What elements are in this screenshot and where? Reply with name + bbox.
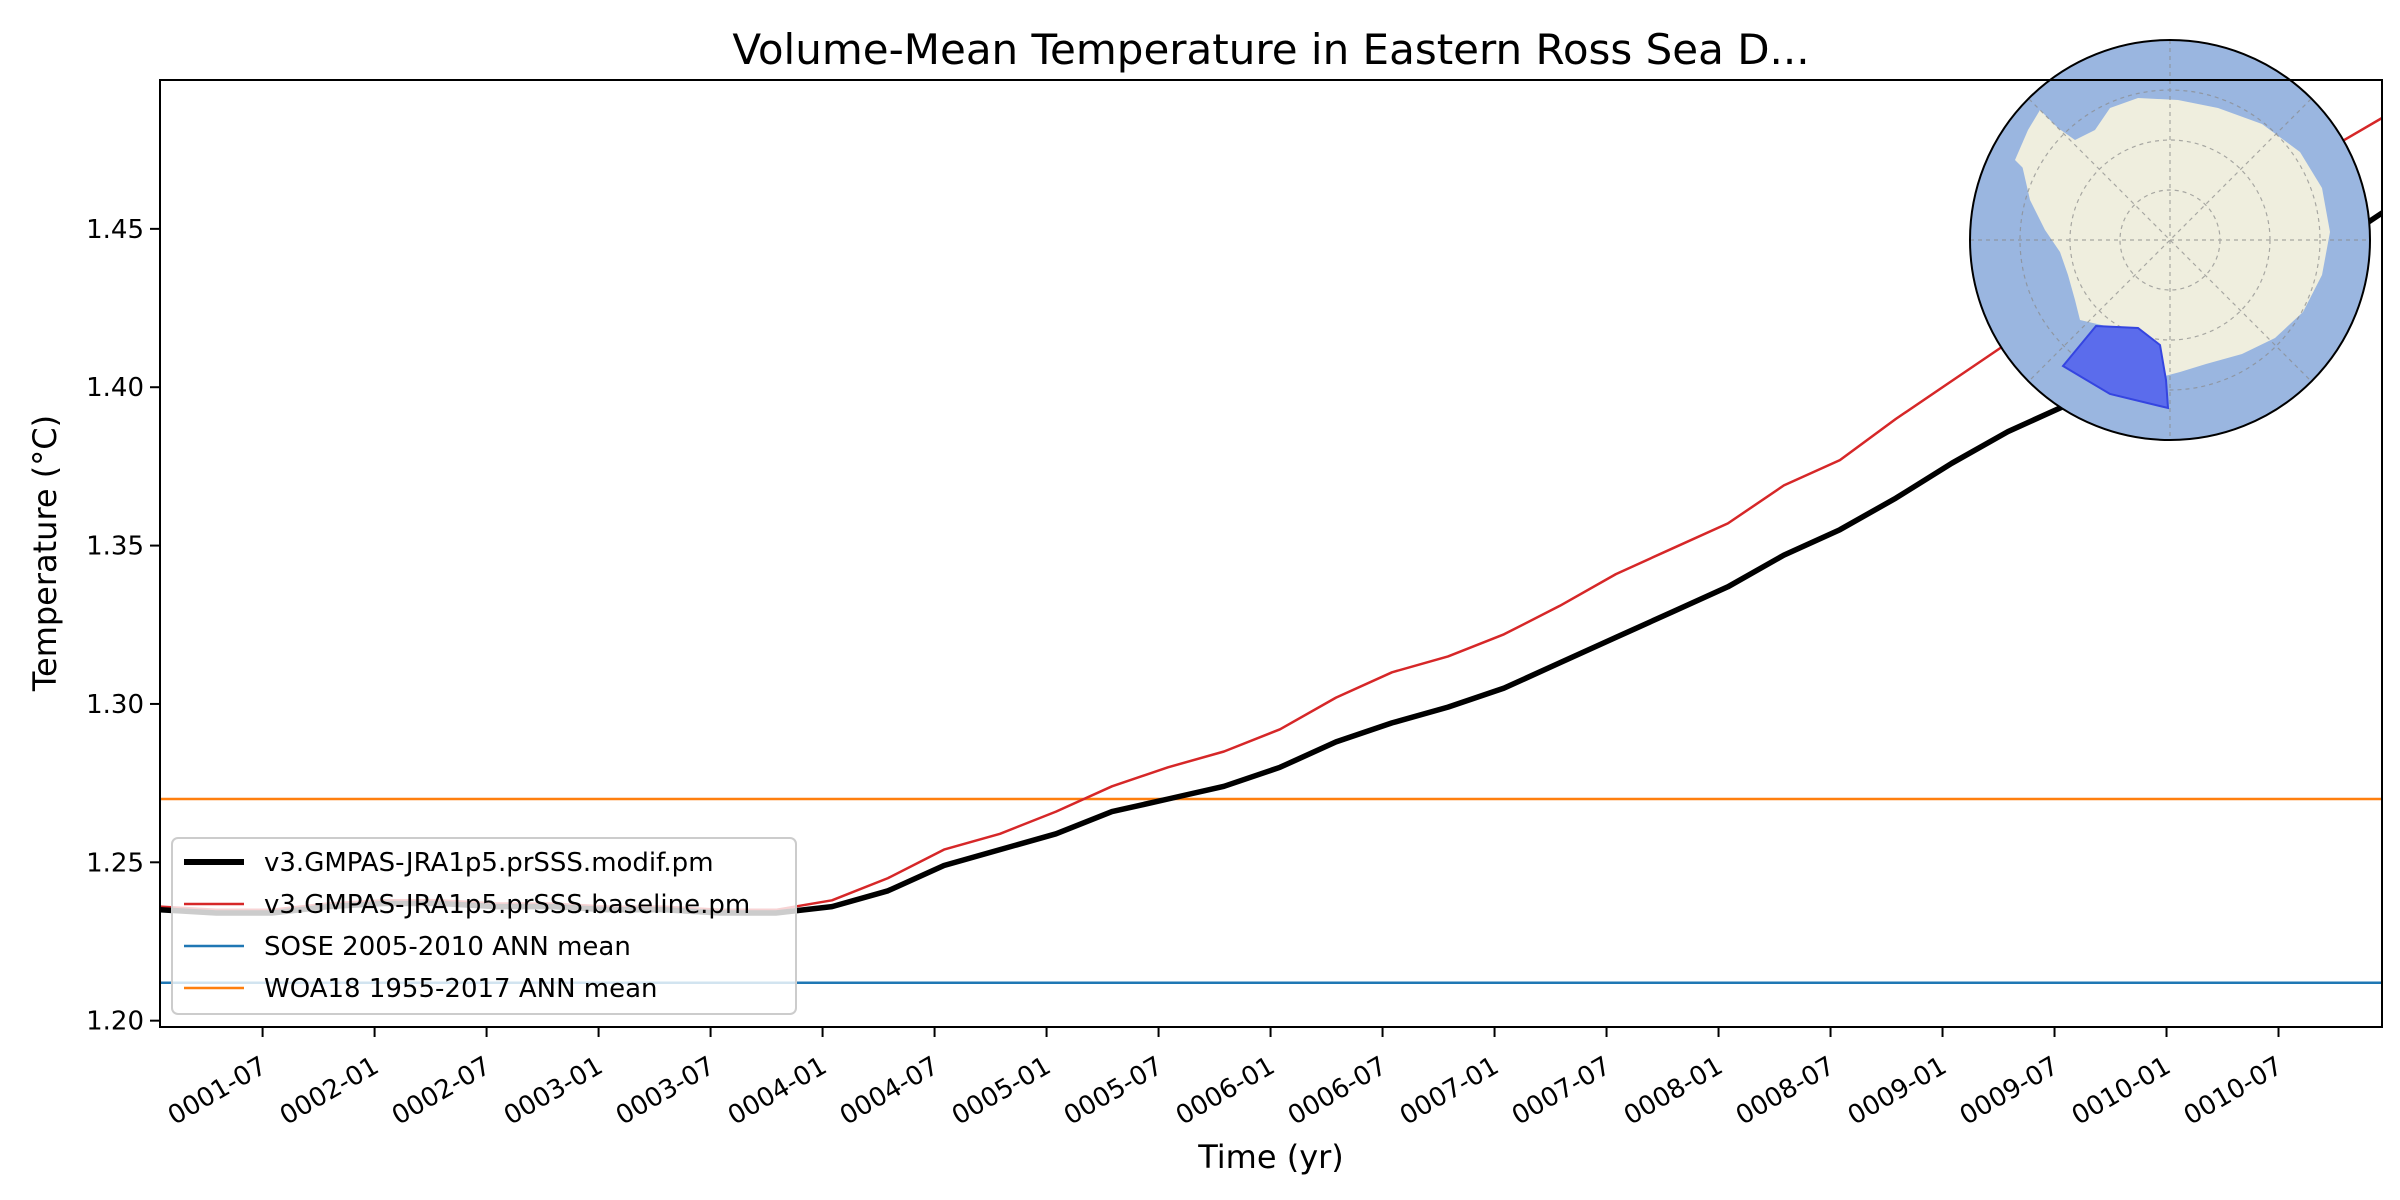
legend-label-modif: v3.GMPAS-JRA1p5.prSSS.modif.pm: [264, 848, 714, 878]
x-tick-label: 0002-07: [387, 1051, 496, 1131]
y-tick-label: 1.30: [86, 690, 144, 720]
map-ross-sea-region: [2061, 324, 2170, 410]
legend-label-woa: WOA18 1955-2017 ANN mean: [264, 974, 658, 1004]
y-tick-label: 1.20: [86, 1007, 144, 1037]
x-tick-label: 0007-01: [1395, 1051, 1504, 1131]
x-tick-label: 0004-01: [723, 1051, 832, 1131]
map-border: [1969, 39, 2371, 441]
y-tick-label: 1.25: [86, 848, 144, 878]
map-peninsula: [2015, 110, 2045, 175]
legend-label-baseline: v3.GMPAS-JRA1p5.prSSS.baseline.pm: [264, 890, 750, 920]
legend-box: [171, 837, 797, 1015]
legend: v3.GMPAS-JRA1p5.prSSS.modif.pm v3.GMPAS-…: [171, 837, 797, 1015]
x-tick-label: 0009-01: [1843, 1051, 1952, 1131]
x-tick-label: 0005-07: [1059, 1051, 1168, 1131]
x-tick-label: 0008-07: [1731, 1051, 1840, 1131]
x-tick-label: 0006-01: [1171, 1051, 1280, 1131]
x-tick-label: 0003-07: [611, 1051, 720, 1131]
x-tick-label: 0009-07: [1955, 1051, 2064, 1131]
plot-frame: [159, 79, 2383, 1028]
x-tick-label: 0005-01: [947, 1051, 1056, 1131]
x-tick-label: 0004-07: [835, 1051, 944, 1131]
legend-label-sose: SOSE 2005-2010 ANN mean: [264, 932, 631, 962]
chart-title: Volume-Mean Temperature in Eastern Ross …: [732, 25, 1809, 74]
x-tick-label: 0006-07: [1283, 1051, 1392, 1131]
inset-map: [1969, 39, 2371, 441]
map-antarctica-land: [2022, 98, 2330, 376]
x-tick-label: 0010-07: [2179, 1051, 2288, 1131]
x-tick-label: 0010-01: [2067, 1051, 2176, 1131]
y-axis-label: Temperature (°C): [26, 415, 64, 692]
x-tick-label: 0001-07: [163, 1051, 272, 1131]
x-tick-label: 0008-01: [1619, 1051, 1728, 1131]
x-tick-label: 0007-07: [1507, 1051, 1616, 1131]
x-tick-label: 0002-01: [275, 1051, 384, 1131]
y-tick-label: 1.35: [86, 532, 144, 562]
y-tick-label: 1.40: [86, 373, 144, 403]
x-tick-label: 0003-01: [499, 1051, 608, 1131]
map-graticule: [1970, 40, 2370, 440]
y-tick-label: 1.45: [86, 215, 144, 245]
x-axis-label: Time (yr): [1197, 1138, 1344, 1176]
